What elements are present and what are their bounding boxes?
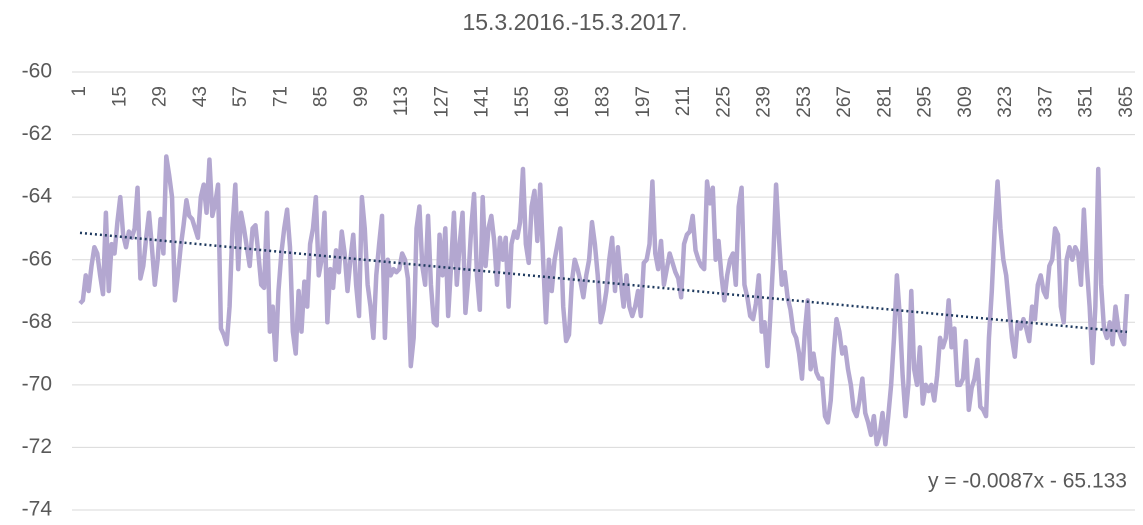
x-tick-label: 267 <box>834 86 855 118</box>
x-tick-label: 29 <box>150 86 171 107</box>
y-tick-label: -62 <box>22 122 52 145</box>
y-tick-label: -66 <box>22 247 52 270</box>
x-tick-label: 253 <box>794 86 815 118</box>
trendline <box>79 231 1128 334</box>
x-tick-label: 1 <box>69 86 90 97</box>
x-tick-label: 155 <box>512 86 533 118</box>
y-tick-label: -74 <box>22 498 53 521</box>
x-tick-label: 281 <box>874 86 895 118</box>
x-tick-label: 183 <box>593 86 614 118</box>
x-tick-label: 15 <box>109 86 130 107</box>
x-tick-label: 57 <box>230 86 251 107</box>
x-tick-label: 323 <box>995 86 1016 118</box>
x-tick-label: 127 <box>431 86 452 118</box>
x-tick-label: 43 <box>190 86 211 107</box>
x-tick-label: 309 <box>955 86 976 118</box>
x-tick-label: 365 <box>1116 86 1137 118</box>
x-tick-label: 197 <box>633 86 654 118</box>
x-tick-label: 71 <box>270 86 291 107</box>
x-tick-label: 211 <box>673 86 694 116</box>
x-tick-label: 85 <box>311 86 332 107</box>
x-tick-label: 113 <box>391 86 412 116</box>
data-line <box>78 154 1130 447</box>
y-tick-label: -72 <box>22 435 52 458</box>
y-tick-label: -64 <box>22 185 53 208</box>
x-tick-label: 141 <box>472 86 493 118</box>
y-tick-label: -60 <box>22 60 52 83</box>
x-tick-label: 337 <box>1035 86 1056 118</box>
x-tick-label: 239 <box>754 86 775 118</box>
x-tick-label: 169 <box>552 86 573 118</box>
y-tick-label: -68 <box>22 310 52 333</box>
y-tick-label: -70 <box>22 372 52 395</box>
x-tick-label: 99 <box>351 86 372 107</box>
x-tick-label: 225 <box>713 86 734 118</box>
chart-title: 15.3.2016.-15.3.2017. <box>462 9 687 35</box>
trendline-equation: y = -0.0087x - 65.133 <box>928 470 1127 493</box>
x-tick-label: 295 <box>915 86 936 118</box>
x-tick-label: 351 <box>1076 86 1097 118</box>
